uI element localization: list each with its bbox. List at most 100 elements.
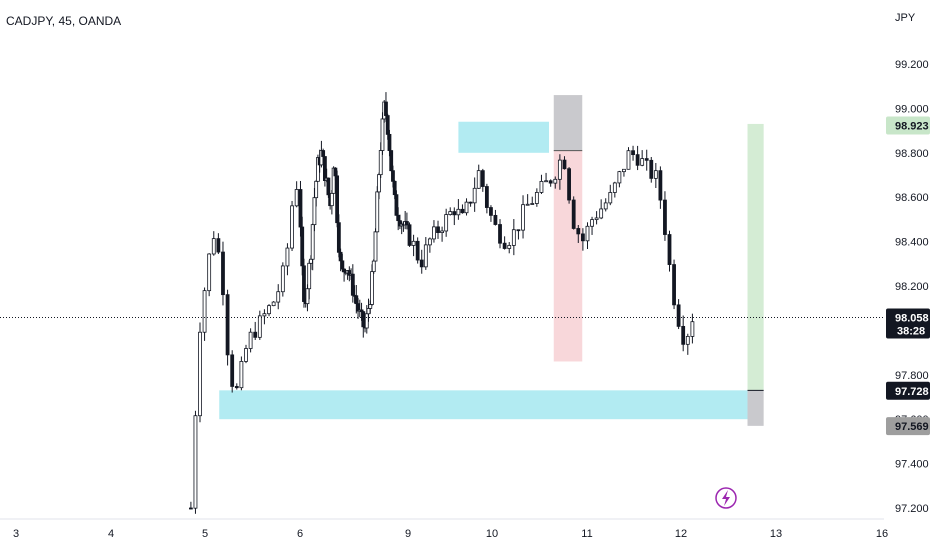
candle <box>553 176 558 189</box>
candle <box>280 262 285 297</box>
candle <box>544 172 548 183</box>
candle <box>472 177 477 212</box>
candle <box>676 299 681 330</box>
candle <box>525 194 530 206</box>
svg-text:97.728: 97.728 <box>895 386 929 398</box>
price-tag: 97.569 <box>886 417 930 436</box>
candle <box>225 289 230 366</box>
candle <box>685 333 690 355</box>
candle <box>419 249 424 274</box>
candle <box>516 229 521 240</box>
candle <box>644 149 649 171</box>
candle <box>484 183 489 214</box>
candle <box>672 259 676 310</box>
candle <box>476 164 481 189</box>
candle <box>690 313 695 344</box>
symbol-title: CADJPY, 45, OANDA <box>6 14 122 28</box>
svg-text:98.923: 98.923 <box>895 120 929 132</box>
candle <box>262 309 267 325</box>
price-tick-label: 97.200 <box>895 503 929 515</box>
price-tick-label: 99.200 <box>895 59 929 71</box>
candle <box>456 199 461 220</box>
candle <box>493 209 498 226</box>
candle <box>342 268 346 282</box>
candle <box>617 170 622 188</box>
candle <box>198 322 202 423</box>
long-target[interactable] <box>747 123 764 391</box>
price-tick-label: 98.200 <box>895 281 929 293</box>
candle <box>460 204 465 214</box>
candle <box>253 321 258 340</box>
candle <box>248 328 253 353</box>
time-tick-label: 6 <box>297 528 303 540</box>
alert-flash-icon[interactable] <box>715 487 737 509</box>
price-tick-label: 97.800 <box>895 370 929 382</box>
price-tick-label: 97.400 <box>895 459 929 471</box>
candle <box>302 258 306 308</box>
price-tick-label: 98.400 <box>895 237 929 249</box>
candle <box>640 150 645 167</box>
candle <box>294 181 299 208</box>
time-tick-label: 11 <box>581 528 592 540</box>
price-tag: 98.923 <box>886 116 930 135</box>
candle <box>603 198 608 212</box>
candle <box>585 222 590 250</box>
time-tick-label: 5 <box>202 528 208 540</box>
candle <box>576 225 581 243</box>
time-tick-label: 12 <box>675 528 687 540</box>
svg-text:98.058: 98.058 <box>895 313 929 325</box>
candle <box>257 310 262 340</box>
candle <box>411 234 416 257</box>
candle <box>234 383 239 390</box>
candle <box>207 253 212 297</box>
candle <box>649 156 654 183</box>
candle <box>373 228 378 262</box>
price-axis[interactable]: JPY97.20097.40097.60097.80098.00098.2009… <box>895 12 929 515</box>
candle <box>511 219 516 256</box>
candle <box>658 166 663 209</box>
candle <box>432 220 436 243</box>
candle <box>590 216 594 235</box>
price-tick-label: 98.800 <box>895 148 929 160</box>
candle <box>440 226 444 242</box>
candle <box>663 191 667 241</box>
time-tick-label: 9 <box>405 528 411 540</box>
candle <box>403 210 408 230</box>
candle <box>599 199 604 220</box>
candle <box>498 219 502 249</box>
candle <box>667 230 672 272</box>
candle <box>323 156 327 187</box>
candle <box>468 201 473 207</box>
candle <box>423 237 428 270</box>
time-axis[interactable]: 3 4 5 6 9 10 11 12 13 16 <box>0 518 888 540</box>
candle <box>653 162 658 189</box>
candle <box>489 205 493 222</box>
candle <box>221 241 225 306</box>
candle <box>276 284 281 310</box>
candle <box>571 196 576 230</box>
long-stop[interactable] <box>747 390 764 426</box>
candle <box>188 501 193 510</box>
candle <box>539 174 544 195</box>
candle <box>427 237 432 253</box>
candle <box>407 222 412 247</box>
candle <box>193 410 198 514</box>
candle <box>448 207 453 216</box>
candle <box>361 310 366 338</box>
candle <box>612 181 617 198</box>
candle <box>244 344 248 364</box>
supply-zone[interactable] <box>458 121 549 153</box>
candle <box>594 211 599 225</box>
candle <box>389 150 394 172</box>
demand-zone[interactable] <box>219 390 762 420</box>
price-tick-label: 98.600 <box>895 192 929 204</box>
candles-layer <box>188 92 695 514</box>
short-stop[interactable] <box>553 95 583 151</box>
candle <box>285 243 290 276</box>
candle <box>521 195 525 239</box>
candle <box>271 301 276 307</box>
candle <box>230 350 235 393</box>
candle <box>444 208 449 237</box>
